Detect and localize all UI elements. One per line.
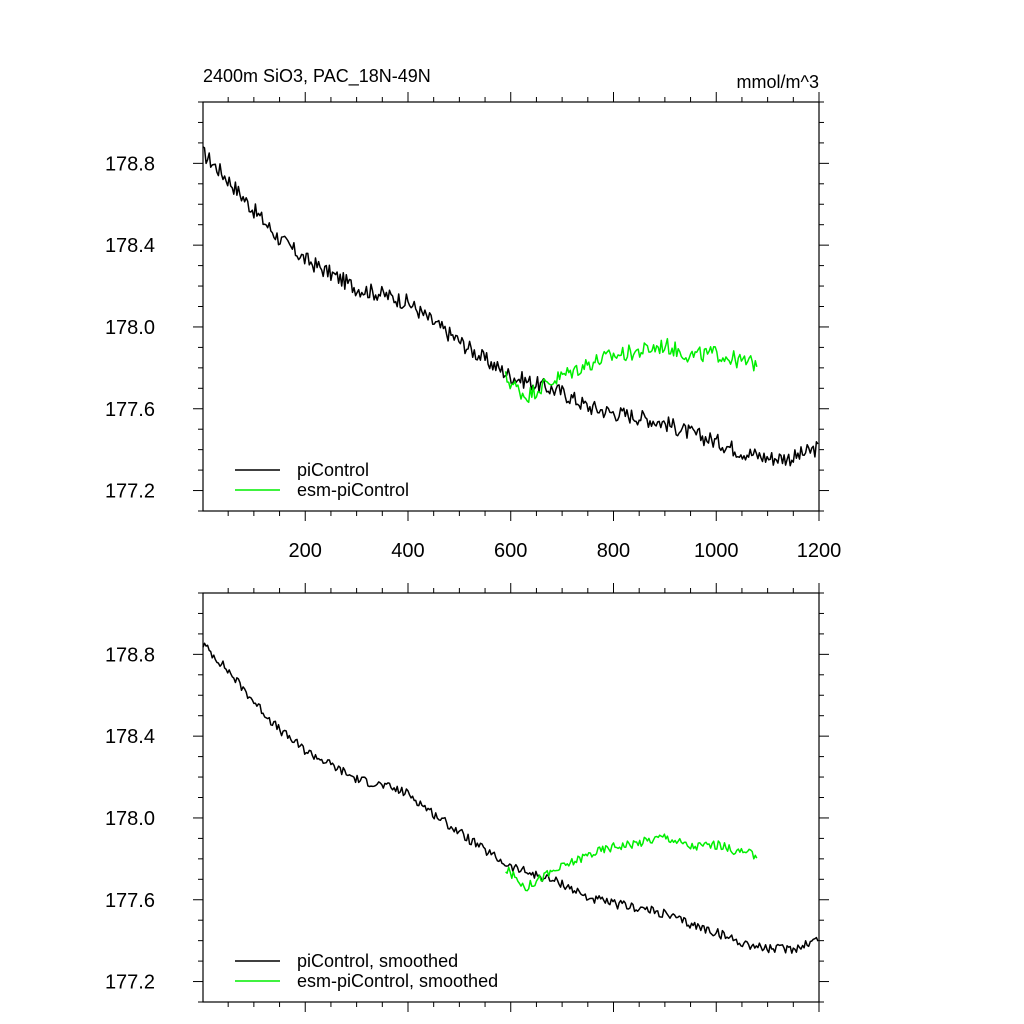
y-tick-label: 177.2 — [105, 481, 155, 503]
legend-label: piControl — [297, 460, 369, 480]
y-tick-label: 178.0 — [105, 317, 155, 339]
ticks: 200 400 600 800 1000 1200 177.2 177.6 178.0 178.4… — [105, 92, 841, 562]
x-tick-label: 200 — [289, 540, 322, 562]
x-tick-label: 400 — [391, 540, 424, 562]
plot-frame — [202, 101, 820, 512]
y-tick-label: 178.4 — [105, 235, 155, 257]
x-tick-label: 600 — [494, 540, 527, 562]
series-layer — [202, 642, 819, 954]
series-layer — [202, 146, 819, 467]
y-tick-label: 177.6 — [105, 399, 155, 421]
panel-top: 2400m SiO3, PAC_18N-49N mmol/m^3 200 400 6… — [105, 66, 841, 562]
series-line-picontrol — [202, 146, 819, 467]
legend-label: esm-piControl — [297, 480, 409, 500]
ticks: 177.2 177.6 178.0 178.4 178.8 — [105, 583, 829, 1012]
panel-bottom: 177.2 177.6 178.0 178.4 178.8 piControl, smo… — [105, 583, 829, 1012]
x-tick-label: 1000 — [694, 540, 739, 562]
legend-label: esm-piControl, smoothed — [297, 971, 498, 991]
x-tick-label: 1200 — [797, 540, 842, 562]
units-label: mmol/m^3 — [737, 72, 819, 92]
chart-title: 2400m SiO3, PAC_18N-49N — [203, 66, 431, 87]
plot-frame — [202, 592, 820, 1003]
y-tick-label: 178.0 — [105, 808, 155, 830]
y-tick-label: 178.4 — [105, 726, 155, 748]
y-tick-label: 178.8 — [105, 644, 155, 666]
series-line-picontrol — [202, 642, 819, 954]
legend-label: piControl, smoothed — [297, 951, 458, 971]
y-tick-label: 177.6 — [105, 890, 155, 912]
y-tick-label: 177.2 — [105, 972, 155, 994]
series-line-esm-picontrol — [505, 833, 758, 892]
x-tick-label: 800 — [597, 540, 630, 562]
y-tick-label: 178.8 — [105, 153, 155, 175]
series-line-esm-picontrol — [504, 337, 758, 404]
